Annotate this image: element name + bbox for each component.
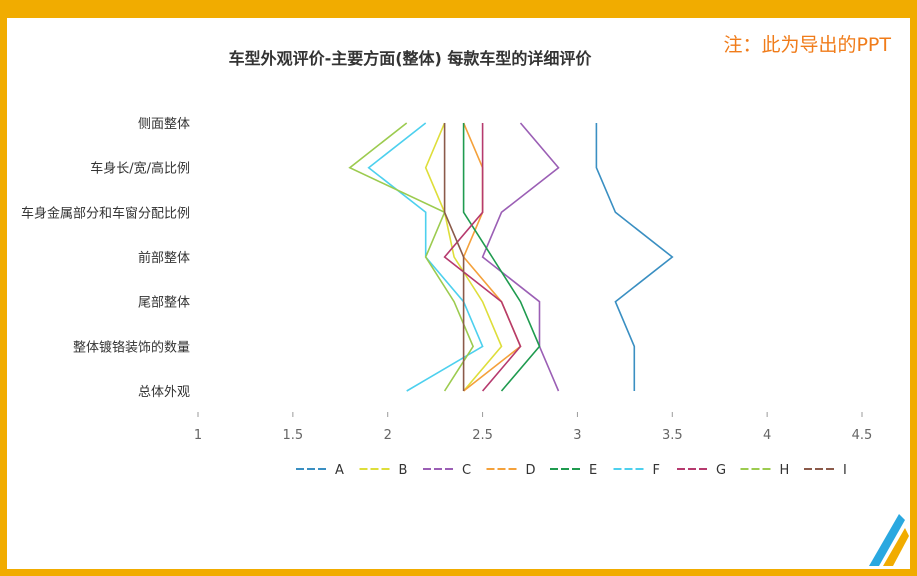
y-tick-label: 整体镀铬装饰的数量 — [73, 339, 190, 355]
x-tick-label: 4.5 — [852, 428, 873, 443]
legend-label: B — [399, 463, 408, 478]
legend-label: A — [335, 463, 344, 478]
y-tick-label: 车身长/宽/高比例 — [90, 161, 190, 177]
x-tick-label: 4 — [763, 428, 771, 443]
y-tick-label: 尾部整体 — [138, 296, 190, 311]
x-tick-label: 2.5 — [472, 428, 493, 443]
legend-label: H — [780, 463, 790, 478]
series-line-C — [481, 122, 560, 392]
y-tick-label: 车身金属部分和车窗分配比例 — [21, 205, 190, 221]
y-tick-label: 前部整体 — [138, 250, 190, 266]
x-tick-label: 1.5 — [283, 428, 304, 443]
series-line-G — [443, 123, 522, 392]
export-note: 注：此为导出的PPT — [723, 34, 891, 56]
x-tick-label: 3.5 — [662, 428, 683, 443]
legend-label: C — [462, 463, 471, 478]
corner-logo — [869, 514, 909, 566]
y-tick-label: 侧面整体 — [138, 117, 190, 132]
series-line-B — [424, 122, 503, 392]
legend-label: E — [589, 463, 597, 478]
series-line-H — [348, 122, 475, 392]
legend-label: G — [716, 463, 726, 478]
legend-label: F — [653, 463, 660, 478]
chart-title: 车型外观评价-主要方面(整体) 每款车型的详细评价 — [229, 49, 593, 68]
x-tick-label: 1 — [194, 428, 202, 443]
legend-label: D — [526, 463, 536, 478]
legend-label: I — [843, 463, 847, 478]
x-tick-label: 3 — [573, 428, 581, 443]
y-tick-label: 总体外观 — [138, 385, 190, 400]
x-tick-label: 2 — [384, 428, 392, 443]
series-line-A — [595, 123, 674, 391]
series-line-E — [462, 123, 541, 392]
series-line-I — [443, 123, 465, 391]
